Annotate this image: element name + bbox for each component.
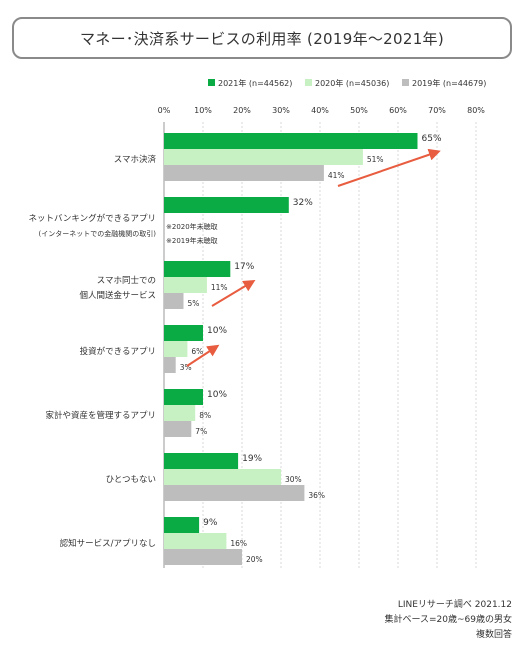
bar — [164, 469, 281, 485]
data-label: 10% — [207, 326, 227, 336]
category-label: 家計や資産を管理するアプリ — [45, 410, 156, 421]
annotation: ※2019年未聴取 — [166, 236, 218, 245]
bar — [164, 533, 227, 549]
category-label: 投資ができるアプリ — [80, 346, 156, 357]
data-label: 65% — [422, 134, 442, 144]
x-tick-label: 50% — [350, 106, 368, 115]
legend-swatch — [208, 79, 215, 86]
legend-label: 2019年 (n=44679) — [412, 78, 486, 88]
legend-label: 2021年 (n=44562) — [218, 78, 292, 88]
category-label: (インターネットでの金融機関の取引) — [39, 229, 157, 238]
x-tick-label: 40% — [311, 106, 329, 115]
data-label: 30% — [285, 475, 302, 484]
footer-note: 複数回答 — [475, 630, 512, 640]
data-label: 10% — [207, 390, 227, 400]
category-label: ひとつもない — [106, 475, 156, 485]
bar — [164, 549, 242, 565]
bar — [164, 357, 176, 373]
data-label: 36% — [308, 491, 325, 500]
x-tick-label: 10% — [194, 106, 212, 115]
data-label: 7% — [195, 427, 207, 436]
bar — [164, 453, 239, 469]
legend-label: 2020年 (n=45036) — [315, 78, 389, 88]
data-label: 17% — [234, 262, 254, 272]
data-label: 20% — [246, 555, 263, 564]
trend-arrow — [186, 344, 220, 367]
category-label: ネットバンキングができるアプリ — [28, 213, 156, 224]
data-label: 8% — [199, 411, 211, 420]
bar — [164, 517, 200, 533]
data-label: 3% — [180, 363, 192, 372]
x-tick-label: 30% — [272, 106, 290, 115]
data-label: 32% — [293, 198, 313, 208]
bar — [164, 421, 192, 437]
data-label: 51% — [367, 155, 384, 164]
footer-notes: LINEリサーチ調べ 2021.12 集計ベース=20歳~69歳の男女 複数回答 — [384, 598, 512, 643]
bar — [164, 165, 324, 181]
x-tick-label: 0% — [158, 106, 171, 115]
data-label: 19% — [242, 454, 262, 464]
bar — [164, 405, 196, 421]
bar — [164, 261, 231, 277]
x-tick-label: 70% — [428, 106, 446, 115]
category-label: スマホ同士での — [97, 275, 156, 286]
category-label: 認知サービス/アプリなし — [60, 538, 156, 549]
x-tick-label: 20% — [233, 106, 251, 115]
bar — [164, 293, 184, 309]
bar — [164, 149, 363, 165]
category-label: 個人間送金サービス — [79, 290, 156, 301]
data-label: 6% — [191, 347, 203, 356]
bar — [164, 389, 203, 405]
data-label: 5% — [188, 299, 200, 308]
footer-base: 集計ベース=20歳~69歳の男女 — [384, 615, 512, 625]
legend-swatch — [402, 79, 409, 86]
category-label: スマホ決済 — [114, 154, 157, 165]
data-label: 9% — [203, 518, 218, 528]
bar — [164, 325, 203, 341]
bar — [164, 197, 289, 213]
legend-swatch — [305, 79, 312, 86]
x-tick-label: 80% — [467, 106, 485, 115]
data-label: 11% — [211, 283, 228, 292]
footer-source: LINEリサーチ調べ 2021.12 — [397, 600, 512, 610]
trend-arrow — [337, 148, 441, 187]
bar — [164, 341, 188, 357]
bar — [164, 133, 418, 149]
x-tick-label: 60% — [389, 106, 407, 115]
chart-title: マネー･決済系サービスの利用率 (2019年〜2021年) — [12, 17, 512, 59]
bar-chart: 2021年 (n=44562) 2020年 (n=45036) 2019年 (n=4… — [28, 78, 486, 568]
bar — [164, 485, 305, 501]
data-label: 16% — [230, 539, 247, 548]
data-label: 41% — [328, 171, 345, 180]
bar — [164, 277, 207, 293]
trend-arrow — [211, 279, 256, 307]
annotation: ※2020年未聴取 — [166, 222, 218, 231]
